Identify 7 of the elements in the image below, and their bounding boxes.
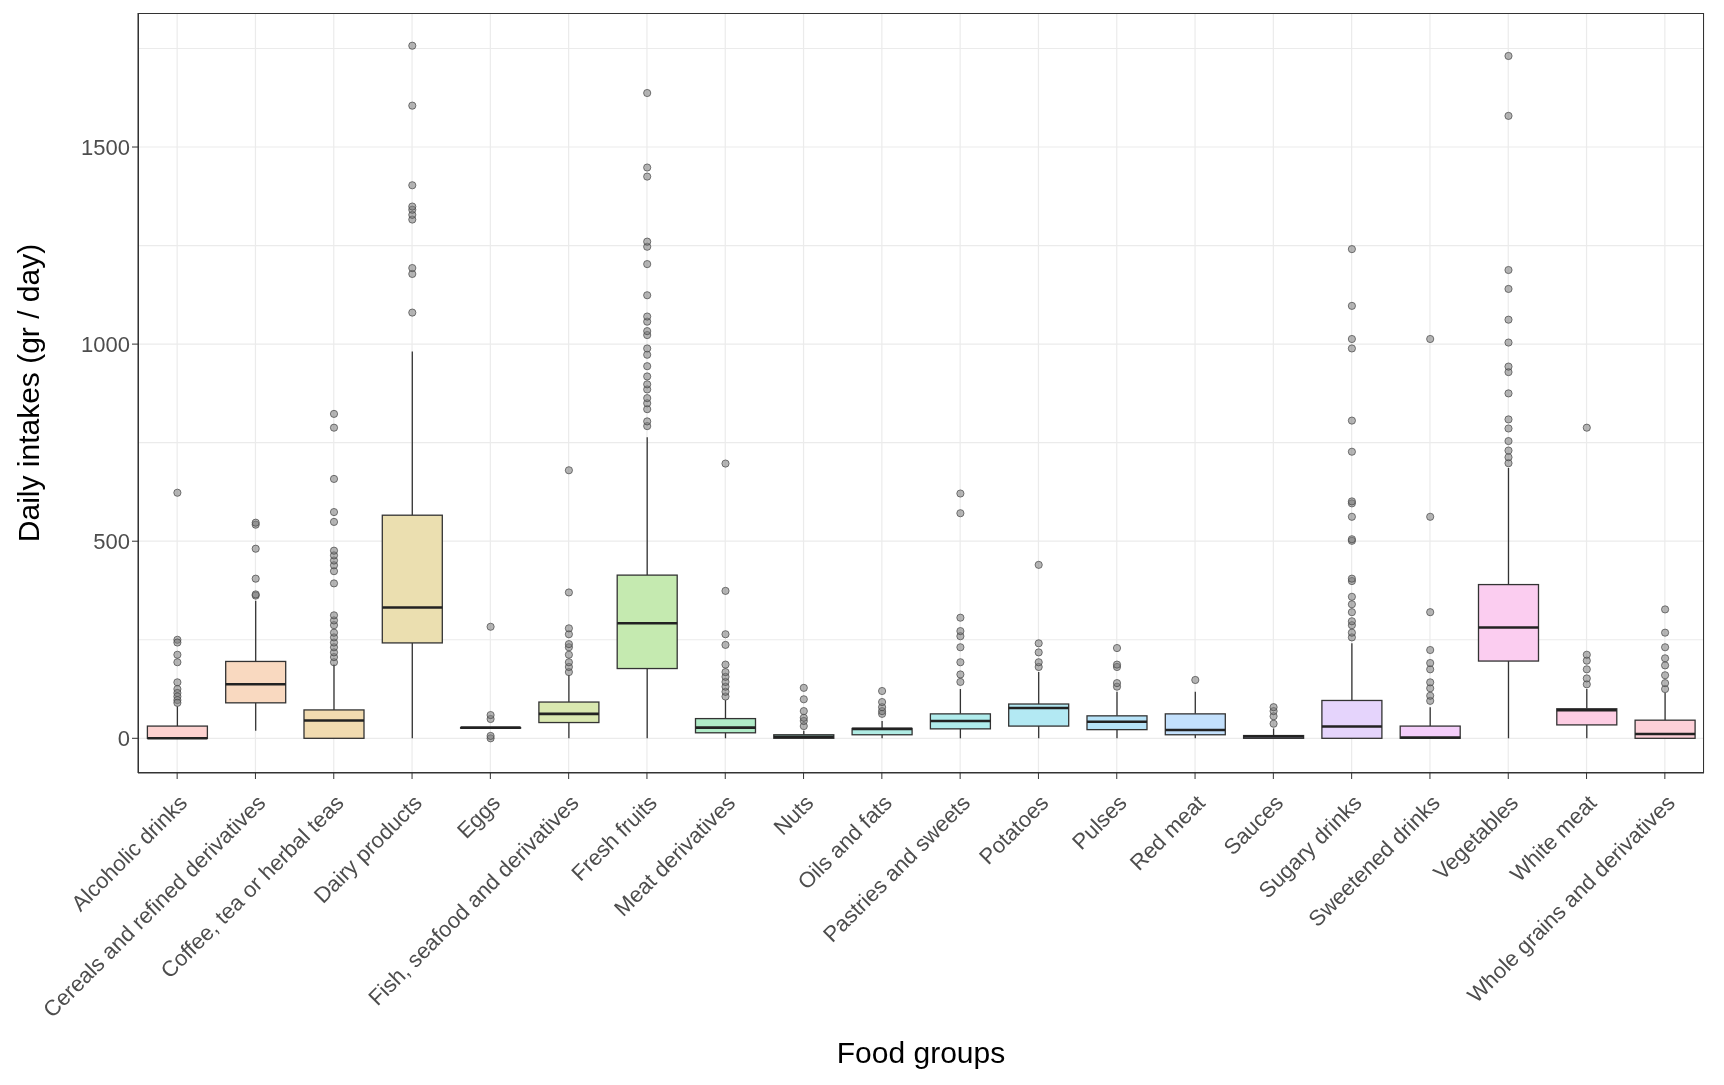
x-axis-title: Food groups (836, 1036, 1006, 1069)
x-tick-label: Nuts (768, 790, 819, 840)
y-tick-label: 1000 (81, 331, 130, 357)
y-tick-label: 1500 (81, 134, 130, 160)
y-tick-label: 500 (93, 529, 130, 555)
y-tick-label: 0 (117, 726, 130, 752)
y-axis-title: Daily intakes (gr / day) (11, 243, 45, 543)
